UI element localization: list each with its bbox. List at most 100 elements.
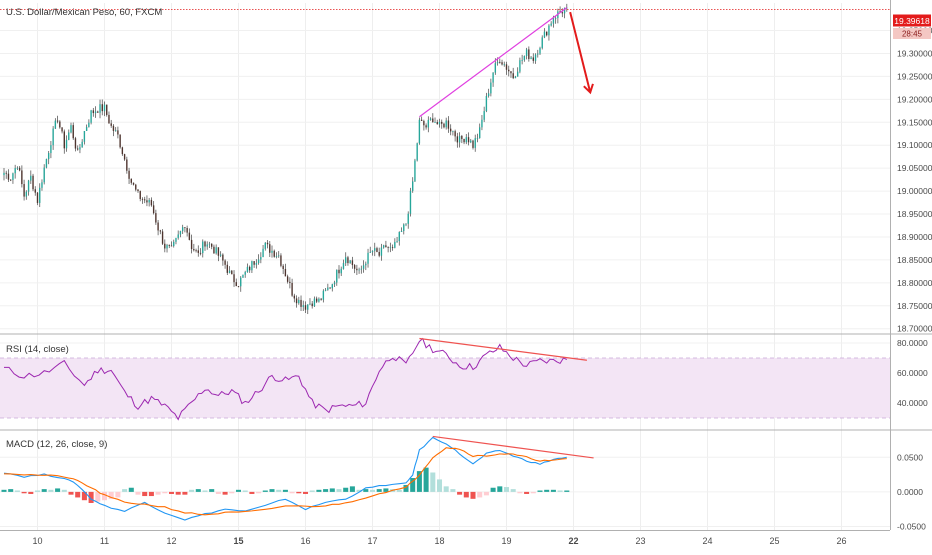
candle-body[interactable] — [298, 299, 300, 304]
candle-body[interactable] — [199, 252, 202, 254]
candle-body[interactable] — [101, 104, 103, 112]
candle-body[interactable] — [516, 71, 519, 77]
candle-body[interactable] — [548, 25, 550, 36]
candle-body[interactable] — [271, 250, 273, 253]
candle-body[interactable] — [311, 303, 313, 307]
candle-body[interactable] — [541, 37, 543, 49]
candle-body[interactable] — [443, 123, 445, 128]
candle-body[interactable] — [458, 135, 461, 143]
candle-body[interactable] — [85, 127, 88, 131]
candle-body[interactable] — [195, 250, 197, 252]
candle-body[interactable] — [25, 191, 28, 197]
candle-body[interactable] — [385, 245, 387, 247]
candle-body[interactable] — [438, 121, 441, 125]
candle-body[interactable] — [94, 111, 97, 114]
candle-body[interactable] — [266, 242, 269, 245]
candle-body[interactable] — [150, 199, 153, 206]
candle-body[interactable] — [16, 167, 19, 169]
candle-body[interactable] — [83, 130, 86, 142]
candle-body[interactable] — [32, 175, 34, 190]
candle-body[interactable] — [81, 141, 83, 148]
candle-body[interactable] — [463, 138, 465, 143]
candle-body[interactable] — [347, 257, 349, 264]
candle-body[interactable] — [7, 173, 10, 180]
candle-body[interactable] — [126, 159, 128, 171]
projection-arrow[interactable] — [569, 11, 592, 93]
candle-body[interactable] — [394, 241, 396, 248]
candle-body[interactable] — [137, 189, 139, 192]
candle-body[interactable] — [92, 110, 95, 114]
candle-body[interactable] — [123, 154, 126, 160]
candle-body[interactable] — [510, 71, 512, 74]
candle-body[interactable] — [333, 282, 336, 285]
candle-body[interactable] — [320, 298, 322, 300]
candle-body[interactable] — [318, 298, 320, 302]
candle-body[interactable] — [494, 63, 497, 73]
candle-body[interactable] — [179, 230, 182, 235]
candle-body[interactable] — [528, 49, 530, 59]
candle-body[interactable] — [403, 224, 405, 232]
candle-body[interactable] — [161, 231, 164, 244]
candle-body[interactable] — [391, 247, 394, 248]
rsi-pane[interactable] — [0, 337, 890, 421]
candle-body[interactable] — [14, 168, 16, 174]
candle-body[interactable] — [534, 54, 537, 61]
candle-body[interactable] — [467, 137, 470, 143]
candle-body[interactable] — [248, 266, 251, 271]
candle-body[interactable] — [501, 62, 503, 65]
candle-body[interactable] — [88, 122, 90, 128]
candle-body[interactable] — [360, 268, 363, 270]
candle-body[interactable] — [278, 255, 280, 257]
macd-line[interactable] — [3, 436, 567, 521]
candle-body[interactable] — [532, 57, 534, 61]
candle-body[interactable] — [525, 49, 528, 56]
candle-body[interactable] — [523, 55, 526, 61]
candle-body[interactable] — [23, 184, 25, 197]
candle-body[interactable] — [362, 265, 365, 269]
candle-body[interactable] — [10, 179, 12, 181]
candle-body[interactable] — [103, 104, 106, 112]
candle-body[interactable] — [177, 234, 179, 238]
candle-body[interactable] — [338, 269, 340, 274]
candle-body[interactable] — [173, 241, 175, 246]
candle-body[interactable] — [454, 131, 456, 137]
candle-body[interactable] — [434, 122, 436, 123]
candle-body[interactable] — [222, 254, 224, 261]
candle-body[interactable] — [519, 60, 521, 72]
candle-body[interactable] — [441, 121, 443, 124]
candle-body[interactable] — [159, 230, 162, 232]
candle-body[interactable] — [418, 119, 421, 144]
candle-body[interactable] — [197, 250, 199, 253]
candle-body[interactable] — [407, 213, 409, 224]
candle-body[interactable] — [324, 289, 327, 291]
candle-body[interactable] — [90, 110, 92, 123]
candle-body[interactable] — [387, 246, 389, 248]
candle-body[interactable] — [465, 137, 467, 143]
candle-body[interactable] — [552, 18, 555, 24]
candle-body[interactable] — [336, 269, 338, 283]
candle-body[interactable] — [284, 268, 287, 277]
candle-body[interactable] — [106, 104, 108, 115]
candle-body[interactable] — [490, 82, 492, 94]
rsi-line[interactable] — [3, 337, 568, 421]
macd-divergence-line[interactable] — [432, 435, 594, 459]
candle-body[interactable] — [302, 305, 304, 307]
candle-body[interactable] — [65, 139, 68, 149]
candle-body[interactable] — [307, 304, 309, 310]
candle-body[interactable] — [295, 298, 298, 304]
candle-body[interactable] — [470, 140, 472, 143]
candle-body[interactable] — [146, 200, 148, 203]
candle-body[interactable] — [47, 153, 50, 160]
candle-body[interactable] — [211, 243, 213, 247]
candle-body[interactable] — [563, 7, 566, 14]
candle-body[interactable] — [382, 245, 385, 248]
candle-body[interactable] — [351, 260, 354, 266]
candle-body[interactable] — [345, 257, 347, 264]
rsi-divergence-line[interactable] — [419, 337, 587, 361]
candle-body[interactable] — [356, 268, 358, 271]
candle-body[interactable] — [503, 64, 505, 66]
candle-body[interactable] — [445, 120, 447, 128]
candle-body[interactable] — [61, 127, 63, 132]
candle-body[interactable] — [36, 192, 39, 203]
candle-body[interactable] — [427, 119, 430, 128]
